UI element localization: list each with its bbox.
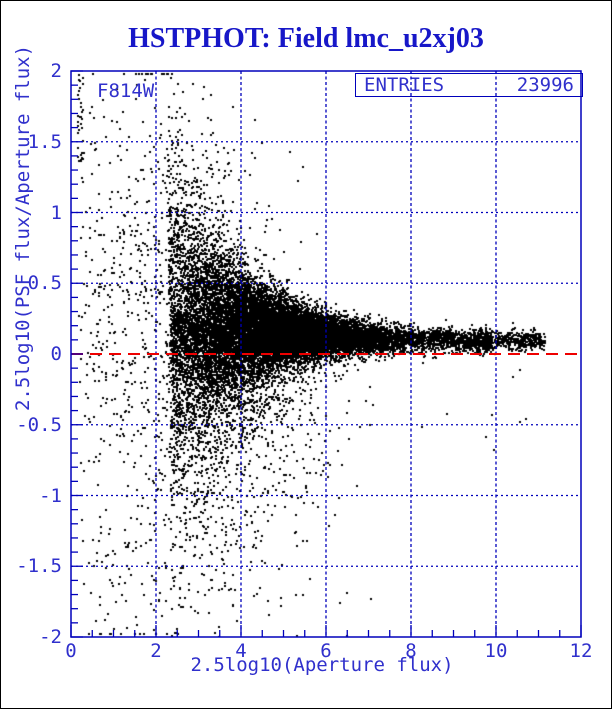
- entries-value: 23996: [516, 74, 574, 96]
- x-tick-label: 10: [484, 640, 508, 662]
- x-tick-label: 0: [65, 640, 77, 662]
- x-tick-label: 4: [235, 640, 247, 662]
- x-tick-label: 2: [150, 640, 162, 662]
- entries-box: ENTRIES 23996: [355, 73, 583, 97]
- x-tick-label: 6: [320, 640, 332, 662]
- x-tick-label: 12: [569, 640, 593, 662]
- x-axis-title: 2.5log10(Aperture flux): [190, 654, 454, 676]
- entries-label: ENTRIES: [364, 74, 445, 96]
- y-tick-label: -1.5: [16, 555, 62, 578]
- y-tick-label: 2: [50, 60, 62, 82]
- y-tick-label: 1: [50, 201, 62, 224]
- page-title: HSTPHOT: Field lmc_u2xj03: [128, 23, 484, 54]
- y-tick-label: -1: [39, 484, 62, 507]
- y-tick-label: -0.5: [16, 413, 62, 436]
- scatter-points: [71, 71, 581, 637]
- x-tick-label: 8: [405, 640, 417, 662]
- y-tick-label: 0: [50, 343, 62, 365]
- y-tick-label: 1.5: [27, 130, 62, 153]
- filter-label: F814W: [97, 80, 155, 102]
- y-tick-label: 0.5: [27, 272, 62, 295]
- y-tick-label: -2: [39, 626, 62, 648]
